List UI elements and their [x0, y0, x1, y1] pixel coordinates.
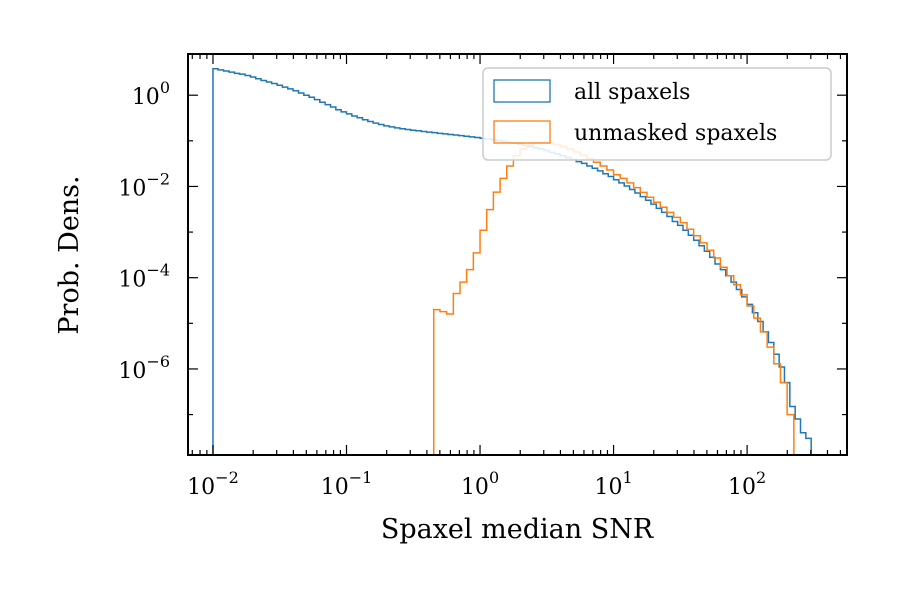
x-tick-label: 102: [728, 468, 766, 500]
legend-box: [482, 67, 832, 161]
x-tick-label: 10−1: [321, 468, 373, 500]
legend-label-all-spaxels: all spaxels: [574, 80, 690, 105]
legend-swatch-all-spaxels: [493, 79, 551, 103]
legend-swatch-unmasked-spaxels: [493, 120, 551, 144]
x-axis-label: Spaxel median SNR: [381, 514, 654, 545]
x-tick-label: 101: [594, 468, 632, 500]
x-tick-label: 100: [461, 468, 499, 500]
y-tick-label: 10−4: [118, 261, 170, 293]
plot-frame: [187, 53, 848, 456]
series-line-unmasked-spaxels: [432, 141, 795, 455]
y-tick-label: 100: [132, 78, 170, 110]
y-tick-label: 10−6: [118, 352, 170, 384]
x-tick-label: 10−2: [187, 468, 239, 500]
legend: all spaxels unmasked spaxels: [482, 67, 832, 161]
legend-label-unmasked-spaxels: unmasked spaxels: [574, 121, 777, 146]
y-axis-label: Prob. Dens.: [54, 175, 85, 334]
y-tick-label: 10−2: [118, 169, 170, 201]
ticks-layer: 10−2 10−1 100 101 102 100 10−2 10−4 10−6: [118, 54, 847, 500]
